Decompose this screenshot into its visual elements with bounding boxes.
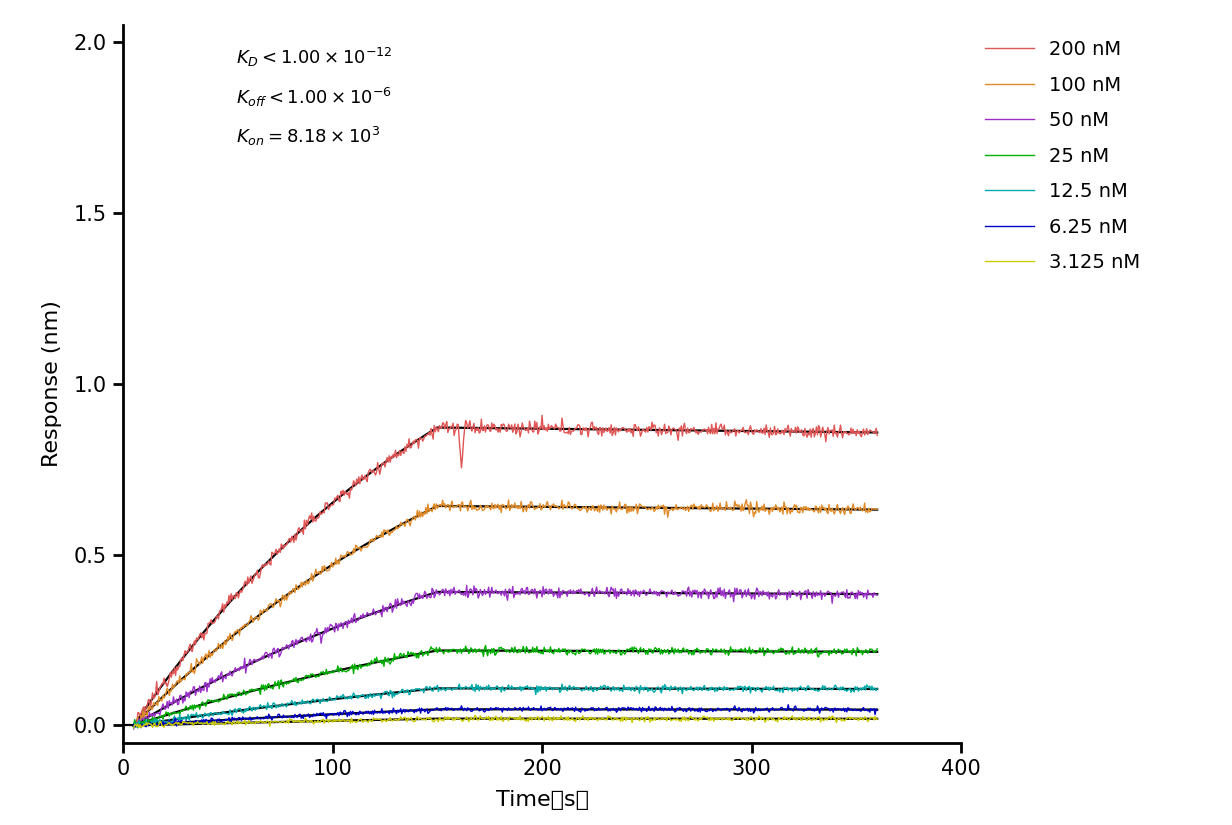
25 nM (128, 722, 143, 732)
200 nM (787, 427, 802, 436)
50 nM (584, 587, 599, 597)
12.5 nM (126, 722, 140, 732)
12.5 nM (649, 684, 664, 694)
Line: 100 nM: 100 nM (133, 500, 877, 726)
25 nM (506, 648, 521, 658)
Line: 3.125 nM: 3.125 nM (133, 715, 877, 728)
200 nM (549, 422, 564, 432)
50 nM (460, 581, 474, 591)
6.25 nM (870, 705, 885, 715)
Line: 25 nM: 25 nM (133, 645, 877, 727)
50 nM (371, 607, 386, 617)
3.125 nM (505, 713, 520, 723)
25 nM (551, 647, 565, 657)
3.125 nM (870, 714, 885, 724)
3.125 nM (371, 714, 386, 724)
50 nM (648, 589, 663, 599)
3.125 nM (549, 712, 564, 722)
12.5 nM (131, 723, 145, 733)
100 nM (787, 500, 802, 510)
200 nM (584, 418, 599, 428)
100 nM (647, 507, 662, 516)
200 nM (504, 420, 519, 430)
6.25 nM (549, 705, 564, 715)
12.5 nM (371, 690, 386, 700)
100 nM (504, 499, 519, 509)
12.5 nM (585, 686, 600, 695)
100 nM (548, 501, 563, 511)
100 nM (371, 532, 386, 542)
3.125 nM (584, 712, 599, 722)
3.125 nM (468, 710, 483, 720)
100 nM (126, 721, 140, 731)
6.25 nM (584, 703, 599, 713)
12.5 nM (505, 684, 520, 694)
Line: 12.5 nM: 12.5 nM (133, 684, 877, 728)
12.5 nM (554, 679, 569, 689)
100 nM (583, 504, 598, 514)
Legend: 200 nM, 100 nM, 50 nM, 25 nM, 12.5 nM, 6.25 nM, 3.125 nM: 200 nM, 100 nM, 50 nM, 25 nM, 12.5 nM, 6… (979, 35, 1146, 278)
25 nM (371, 657, 386, 667)
50 nM (505, 582, 520, 592)
Line: 6.25 nM: 6.25 nM (133, 705, 877, 728)
50 nM (549, 589, 564, 599)
3.125 nM (126, 723, 140, 733)
50 nM (870, 590, 885, 600)
Line: 200 nM: 200 nM (133, 415, 877, 726)
25 nM (585, 647, 600, 657)
12.5 nM (788, 683, 803, 693)
200 nM (648, 421, 663, 431)
50 nM (126, 724, 140, 734)
3.125 nM (648, 715, 663, 725)
Y-axis label: Response (nm): Response (nm) (42, 300, 63, 467)
25 nM (788, 648, 803, 658)
200 nM (371, 458, 386, 468)
25 nM (126, 719, 140, 729)
50 nM (787, 589, 802, 599)
6.25 nM (371, 707, 386, 717)
3.125 nM (787, 714, 802, 724)
Line: 50 nM: 50 nM (133, 586, 877, 729)
200 nM (126, 721, 140, 731)
6.25 nM (781, 700, 796, 710)
6.25 nM (505, 705, 520, 714)
25 nM (870, 644, 885, 654)
6.25 nM (133, 723, 148, 733)
25 nM (478, 640, 493, 650)
6.25 nM (126, 719, 140, 729)
6.25 nM (788, 701, 803, 711)
100 nM (739, 495, 754, 505)
200 nM (535, 410, 549, 420)
25 nM (649, 644, 664, 653)
12.5 nM (870, 683, 885, 693)
X-axis label: Time（s）: Time（s） (495, 790, 589, 810)
200 nM (870, 431, 885, 441)
100 nM (870, 504, 885, 514)
12.5 nM (549, 683, 564, 693)
Text: $K_D<1.00\times10^{-12}$
$K_{off}<1.00\times10^{-6}$
$K_{on}=8.18\times10^{3}$: $K_D<1.00\times10^{-12}$ $K_{off}<1.00\t… (237, 46, 393, 148)
6.25 nM (648, 702, 663, 712)
